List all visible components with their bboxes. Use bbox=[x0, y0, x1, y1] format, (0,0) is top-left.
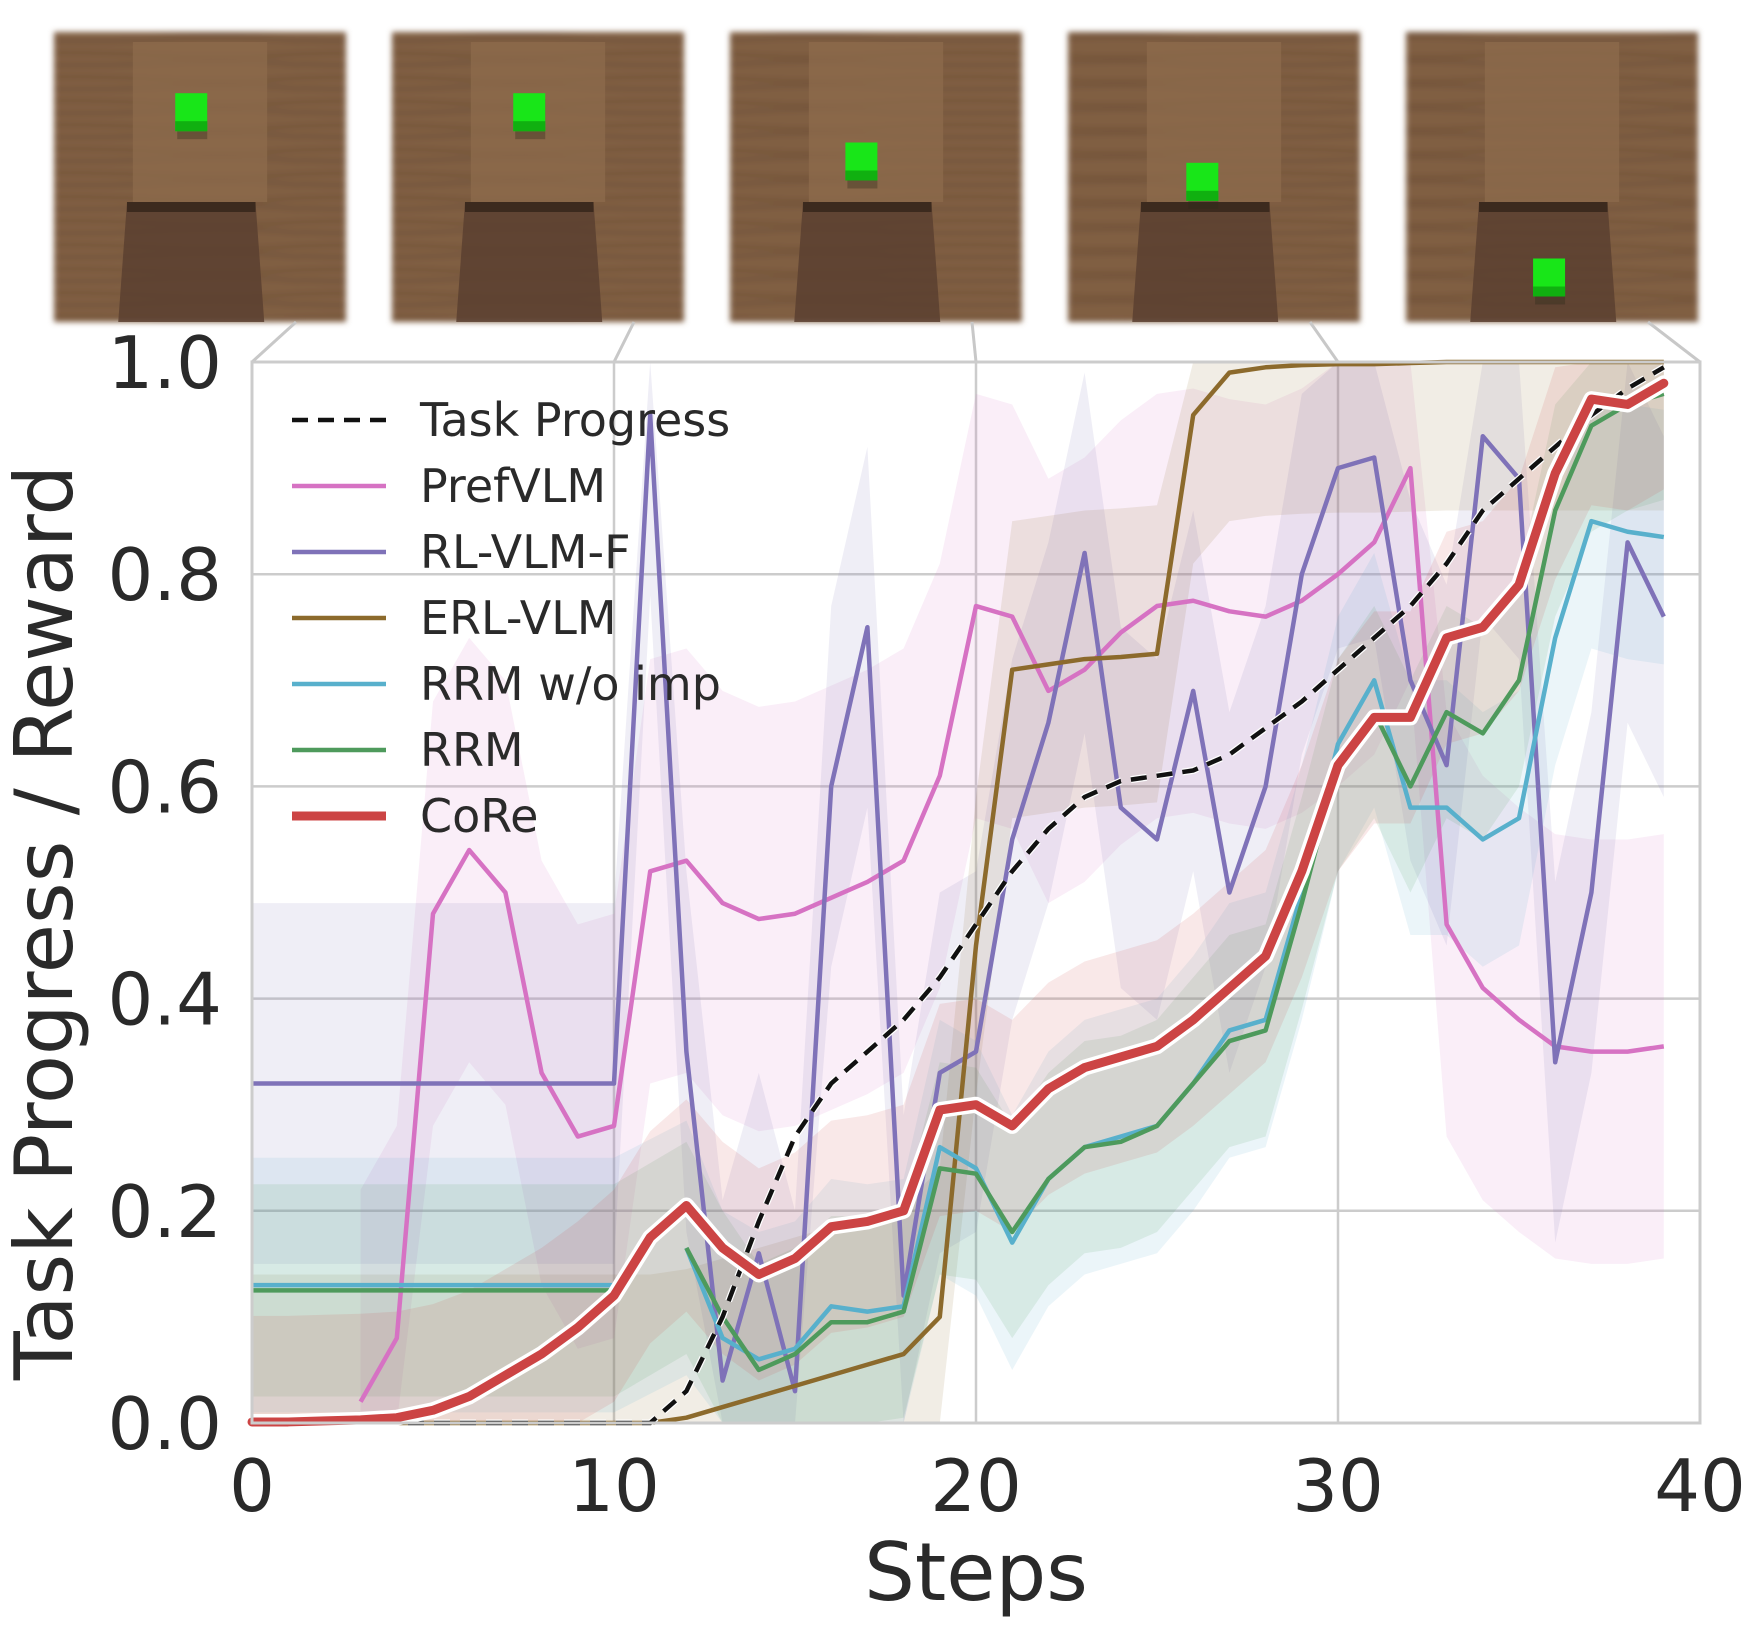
x-axis-label: Steps bbox=[864, 1526, 1088, 1619]
table-slide bbox=[1484, 42, 1620, 202]
y-tick-label: 0.6 bbox=[107, 745, 222, 829]
line-prefvlm bbox=[358, 465, 1665, 1403]
legend-label-core: CoRe bbox=[420, 789, 538, 843]
cube-side bbox=[175, 121, 208, 132]
thumbnail-frame-step-20 bbox=[730, 32, 1022, 322]
x-tick-label: 20 bbox=[930, 1444, 1022, 1528]
drawer-edge bbox=[1479, 202, 1608, 212]
connector-line bbox=[1647, 320, 1701, 364]
line-rl_vlm_f bbox=[252, 412, 1666, 1394]
line-core bbox=[247, 378, 1669, 1427]
cube-side bbox=[845, 170, 878, 181]
legend-label-rl_vlm_f: RL-VLM-F bbox=[420, 525, 631, 579]
drawer-edge bbox=[803, 202, 932, 212]
thumbnail-frame-step-0 bbox=[54, 32, 346, 322]
thumbnail-frame-step-40 bbox=[1406, 32, 1698, 322]
drawer-edge bbox=[465, 202, 594, 212]
series-lines bbox=[244, 359, 1672, 1430]
drawer-opening bbox=[456, 202, 603, 322]
connector-line bbox=[612, 321, 636, 363]
x-tick-label: 0 bbox=[229, 1444, 275, 1528]
band-core bbox=[252, 362, 1664, 1423]
legend-label-rrm_wo_imp: RRM w/o imp bbox=[420, 657, 721, 711]
y-axis-ticks: 0.0 0.2 0.4 0.6 0.8 1.0 bbox=[107, 321, 222, 1466]
thumbnail-strip bbox=[54, 32, 1698, 322]
cube-side bbox=[1533, 286, 1566, 297]
x-tick-label: 30 bbox=[1292, 1444, 1384, 1528]
plot-frame bbox=[250, 360, 1702, 1425]
cube-side bbox=[1186, 190, 1219, 201]
drawer-opening bbox=[1132, 202, 1279, 322]
legend-label-rrm: RRM bbox=[420, 723, 524, 777]
y-tick-label: 0.2 bbox=[107, 1170, 222, 1254]
x-axis-ticks: 0 10 20 30 40 bbox=[229, 1444, 1746, 1528]
y-tick-label: 0.0 bbox=[107, 1382, 222, 1466]
legend: Task Progress PrefVLM RL-VLM-F ERL-VLM RRM w… bbox=[292, 393, 730, 843]
x-tick-label: 40 bbox=[1654, 1444, 1746, 1528]
band-rrm bbox=[252, 362, 1664, 1423]
line-rrm bbox=[684, 391, 1665, 1373]
y-tick-label: 1.0 bbox=[107, 321, 222, 405]
drawer-edge bbox=[127, 202, 256, 212]
drawer-edge bbox=[1141, 202, 1270, 212]
band-prefvlm bbox=[360, 362, 1664, 1423]
band-rl_vlm_f bbox=[252, 362, 1664, 1423]
connector-line bbox=[250, 320, 298, 364]
connector-line bbox=[970, 321, 978, 363]
band-erl_vlm bbox=[252, 362, 1664, 1423]
legend-label-erl_vlm: ERL-VLM bbox=[420, 591, 617, 645]
cube-side bbox=[513, 121, 546, 132]
y-tick-label: 0.8 bbox=[107, 533, 222, 617]
thumbnail-frame-step-10 bbox=[392, 32, 684, 322]
connector-line bbox=[1308, 321, 1340, 363]
x-tick-label: 10 bbox=[568, 1444, 660, 1528]
confidence-bands bbox=[252, 362, 1664, 1424]
thumbnail-frame-step-30 bbox=[1068, 32, 1360, 322]
legend-label-task_progress: Task Progress bbox=[419, 393, 730, 447]
thumbnail-connectors bbox=[250, 320, 1701, 364]
legend-label-prefvlm: PrefVLM bbox=[420, 459, 606, 513]
band-rrm_wo_imp bbox=[252, 393, 1664, 1424]
y-tick-label: 0.4 bbox=[107, 958, 222, 1042]
drawer-opening bbox=[118, 202, 265, 322]
y-axis-label: Task Progress / Reward bbox=[0, 465, 91, 1381]
drawer-opening bbox=[794, 202, 941, 322]
